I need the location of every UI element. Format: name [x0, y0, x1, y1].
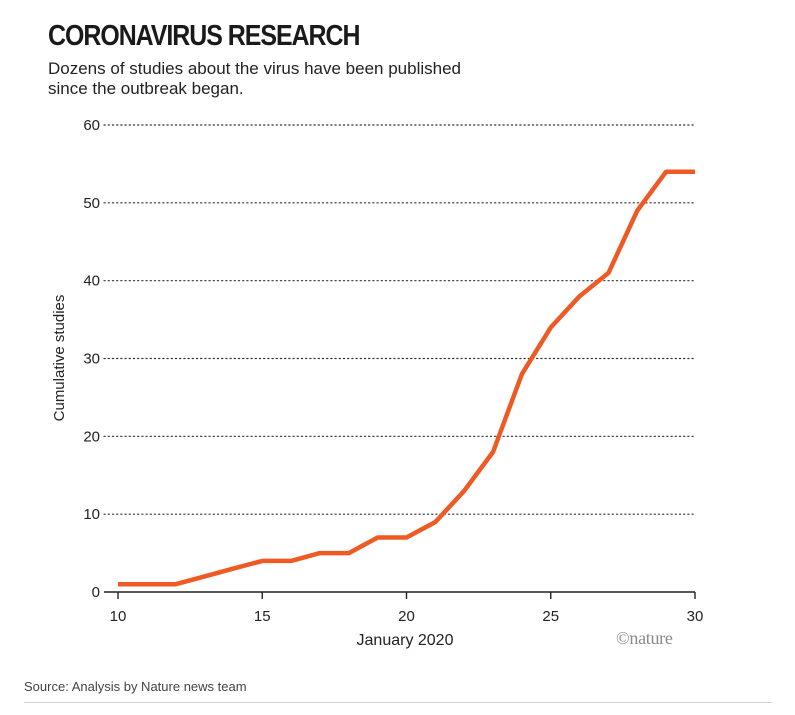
source-note: Source: Analysis by Nature news team — [24, 679, 247, 694]
x-tick-label: 30 — [687, 608, 704, 625]
x-tick-label: 10 — [110, 608, 127, 625]
y-tick-label: 20 — [83, 428, 100, 445]
x-axis-label: January 2020 — [357, 632, 454, 649]
series-line-cumulative-studies — [118, 169, 695, 587]
x-tick-label: 15 — [254, 608, 271, 625]
x-axis: 10 15 20 25 30 — [104, 591, 704, 625]
series-layer — [118, 169, 695, 587]
y-axis-label: Cumulative studies — [51, 295, 68, 422]
y-tick-label: 50 — [83, 195, 100, 212]
y-axis-ticks: 0 10 20 30 40 50 60 — [83, 117, 100, 601]
y-tick-label: 0 — [92, 584, 100, 601]
x-tick-label: 25 — [542, 608, 559, 625]
divider — [24, 702, 772, 703]
nature-credit: ©nature — [616, 628, 673, 648]
y-tick-label: 30 — [83, 351, 100, 368]
chart-title: CORONAVIRUS RESEARCH — [48, 20, 361, 52]
y-tick-label: 40 — [83, 273, 100, 290]
gridlines — [103, 124, 696, 515]
y-tick-label: 10 — [83, 506, 100, 523]
chart-subtitle: Dozens of studies about the virus have b… — [48, 59, 461, 98]
y-tick-label: 60 — [83, 117, 100, 134]
x-tick-label: 20 — [398, 608, 415, 625]
